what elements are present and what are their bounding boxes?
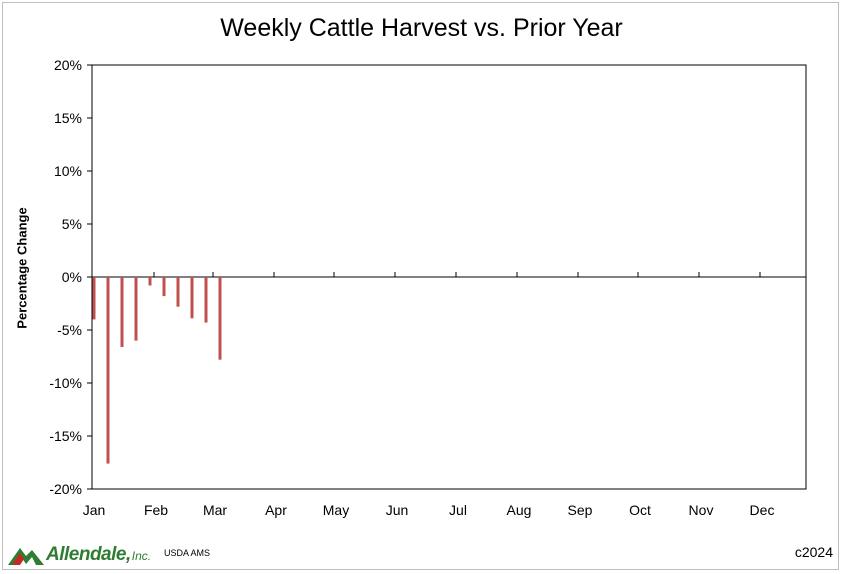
x-tick-label: Nov <box>689 502 714 518</box>
x-tick-label: May <box>323 502 349 518</box>
y-tick-label: -10% <box>49 375 82 391</box>
x-tick-label: Jun <box>386 502 409 518</box>
x-tick-label: Feb <box>144 502 168 518</box>
y-tick-label: -5% <box>57 322 82 338</box>
bar <box>176 277 180 307</box>
x-tick-label: Jan <box>83 502 106 518</box>
y-tick-label: 5% <box>62 216 82 232</box>
x-tick-label: Sep <box>568 502 593 518</box>
bar <box>162 277 166 297</box>
x-tick-label: Apr <box>265 502 287 518</box>
x-tick-label: Aug <box>507 502 532 518</box>
bar <box>218 277 222 360</box>
allendale-mountain-icon <box>8 548 44 565</box>
allendale-logo: Allendale, Inc. <box>8 542 151 566</box>
data-source: USDA AMS <box>164 548 211 558</box>
chart-title: Weekly Cattle Harvest vs. Prior Year <box>220 14 623 42</box>
bar <box>106 277 110 464</box>
x-tick-label: Mar <box>203 502 227 518</box>
y-tick-label: 0% <box>62 269 82 285</box>
bar <box>134 277 138 341</box>
x-tick-label: Dec <box>750 502 775 518</box>
x-tick-label: Oct <box>629 502 651 518</box>
bar <box>92 277 96 320</box>
y-tick-label: -15% <box>49 428 82 444</box>
bar <box>204 277 208 323</box>
y-tick-label: 15% <box>54 110 82 126</box>
bar <box>190 277 194 319</box>
y-tick-label: 10% <box>54 163 82 179</box>
y-tick-label: 20% <box>54 57 82 73</box>
y-tick-label: -20% <box>49 481 82 497</box>
copyright: c2024 <box>794 544 833 560</box>
x-tick-label: Jul <box>449 502 467 518</box>
bar <box>120 277 124 347</box>
logo-text: Allendale, <box>46 544 131 565</box>
bar <box>148 277 152 286</box>
logo-inc: Inc. <box>131 549 152 563</box>
